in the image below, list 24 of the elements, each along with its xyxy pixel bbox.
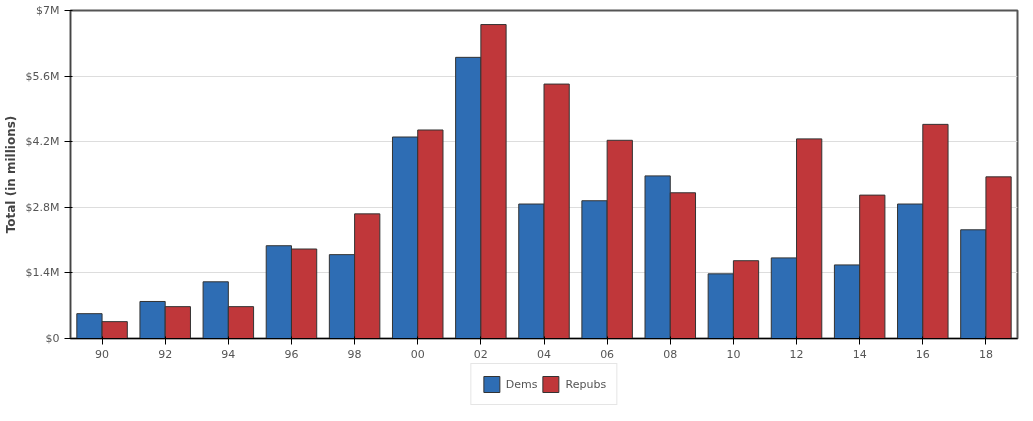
y-tick-label: $4.2M xyxy=(25,135,60,149)
x-tick-label: 08 xyxy=(663,347,678,361)
legend-label: Repubs xyxy=(565,377,607,391)
legend-label: Dems xyxy=(505,377,538,391)
y-tick-label: $0 xyxy=(45,332,60,345)
x-tick-label: 00 xyxy=(410,347,425,361)
x-tick-label: 04 xyxy=(537,347,551,361)
y-axis-title: Total (in millions) xyxy=(3,115,18,234)
x-tick-label: 18 xyxy=(978,347,993,361)
y-tick-label: $1.4M xyxy=(25,266,60,280)
y-tick-label: $5.6M xyxy=(25,69,60,83)
x-tick-label: 14 xyxy=(852,347,867,361)
x-tick-label: 02 xyxy=(473,347,488,361)
x-tick-label: 96 xyxy=(284,347,299,361)
x-tick-label: 06 xyxy=(600,347,615,361)
y-tick-label: $2.8M xyxy=(25,200,60,214)
y-tick-label: $7M xyxy=(36,4,60,17)
x-tick-label: 12 xyxy=(789,347,804,361)
x-tick-label: 16 xyxy=(915,347,930,361)
x-tick-label: 98 xyxy=(347,347,362,361)
x-tick-label: 94 xyxy=(221,347,236,361)
x-tick-label: 10 xyxy=(726,347,741,361)
x-tick-label: 90 xyxy=(95,347,110,361)
x-tick-label: 92 xyxy=(158,347,173,361)
